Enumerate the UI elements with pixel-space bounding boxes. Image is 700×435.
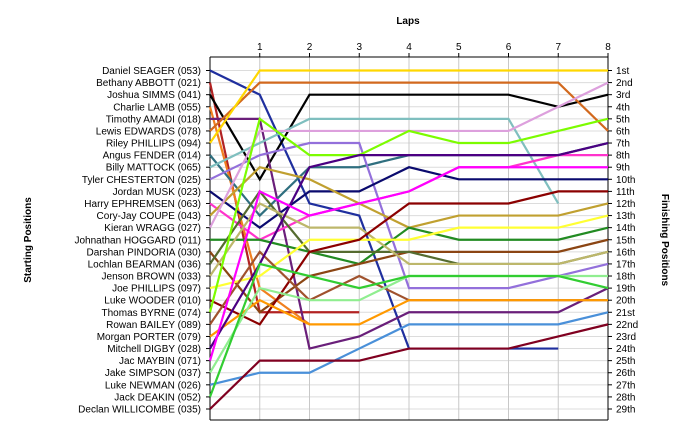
y-axis-title-left: Starting Positions bbox=[23, 197, 34, 283]
driver-label: Jack DEAKIN (052) bbox=[114, 392, 201, 403]
driver-label: Tyler CHESTERTON (025) bbox=[82, 175, 201, 186]
driver-label: Lewis EDWARDS (078) bbox=[96, 126, 201, 137]
finishing-position-label: 11th bbox=[616, 187, 635, 198]
x-axis-title: Laps bbox=[396, 16, 420, 27]
series-line bbox=[210, 226, 609, 266]
finishing-position-label: 13th bbox=[616, 211, 635, 222]
lap-tick-label: 6 bbox=[506, 42, 512, 53]
series-line bbox=[208, 166, 608, 361]
series-line bbox=[209, 298, 608, 338]
finishing-position-label: 20th bbox=[616, 296, 635, 307]
driver-label: Angus FENDER (014) bbox=[103, 151, 201, 162]
finishing-position-label: 28th bbox=[616, 392, 635, 403]
series-line bbox=[209, 141, 609, 290]
series-line bbox=[209, 323, 609, 410]
series-line bbox=[209, 202, 609, 277]
finishing-position-label: 27th bbox=[616, 380, 635, 391]
finishing-position-label: 18th bbox=[616, 272, 635, 283]
series-line bbox=[208, 117, 609, 313]
finishing-position-label: 12th bbox=[616, 199, 635, 210]
finishing-position-label: 4th bbox=[616, 102, 630, 113]
series-line bbox=[209, 311, 609, 386]
driver-label: Cory-Jay COUPE (043) bbox=[97, 211, 201, 222]
finishing-position-label: 23rd bbox=[616, 332, 636, 343]
series-line bbox=[209, 214, 609, 290]
series-lines bbox=[208, 69, 609, 410]
lap-tick-label: 2 bbox=[307, 42, 313, 53]
finishing-position-label: 1st bbox=[616, 66, 630, 77]
finishing-position-label: 8th bbox=[616, 151, 630, 162]
lap-tick-label: 4 bbox=[406, 42, 412, 53]
driver-label: Johnathan HOGGARD (011) bbox=[74, 235, 201, 246]
driver-label: Rowan BAILEY (089) bbox=[106, 320, 201, 331]
lap-tick-label: 1 bbox=[257, 42, 263, 53]
lap-tick-label: 5 bbox=[456, 42, 462, 53]
series-line bbox=[209, 81, 609, 132]
finishing-position-label: 7th bbox=[616, 139, 630, 150]
driver-label: Luke WOODER (010) bbox=[104, 296, 201, 307]
series-line bbox=[209, 69, 608, 144]
finishing-position-label: 5th bbox=[616, 114, 630, 125]
lap-tick-label: 3 bbox=[356, 42, 362, 53]
finishing-position-label: 16th bbox=[616, 247, 635, 258]
finishing-position-label: 6th bbox=[616, 126, 630, 137]
series-line bbox=[209, 117, 560, 205]
series-line bbox=[209, 166, 608, 230]
finishing-position-label: 25th bbox=[616, 356, 635, 367]
driver-label: Mitchell DIGBY (028) bbox=[107, 344, 201, 355]
driver-label: Kieran WRAGG (027) bbox=[104, 223, 201, 234]
finishing-position-label: 24th bbox=[616, 344, 635, 355]
series-line bbox=[209, 141, 609, 350]
driver-label: Thomas BYRNE (074) bbox=[102, 308, 201, 319]
driver-label: Darshan PINDORIA (030) bbox=[87, 247, 202, 258]
driver-label: Morgan PORTER (079) bbox=[97, 332, 201, 343]
driver-label: Joe PHILLIPS (097) bbox=[112, 284, 201, 295]
driver-label: Billy MATTOCK (065) bbox=[106, 163, 201, 174]
driver-label: Timothy AMADI (018) bbox=[106, 114, 201, 125]
driver-label: Harry EPHREMSEN (063) bbox=[84, 199, 201, 210]
finishing-position-label: 15th bbox=[616, 235, 635, 246]
finishing-position-label: 2nd bbox=[616, 78, 633, 89]
driver-label: Luke NEWMAN (026) bbox=[105, 380, 201, 391]
driver-label: Jenson BROWN (033) bbox=[102, 272, 201, 283]
finishing-position-label: 17th bbox=[616, 259, 635, 270]
labels: 1 2 3 4 5 6 7 8 Daniel SEAGER (053)Bethany ABBOT… bbox=[74, 42, 638, 416]
y-axis-title-right: Finishing Positions bbox=[659, 194, 670, 287]
finishing-position-label: 29th bbox=[616, 405, 635, 416]
finishing-position-label: 14th bbox=[616, 223, 635, 234]
driver-label: Bethany ABBOTT (021) bbox=[96, 78, 201, 89]
driver-label: Charlie LAMB (055) bbox=[113, 102, 201, 113]
driver-label: Jordan MUSK (023) bbox=[113, 187, 201, 198]
series-line bbox=[209, 190, 608, 326]
series-line bbox=[210, 117, 609, 350]
finishing-position-label: 3rd bbox=[616, 90, 630, 101]
driver-label: Declan WILLICOMBE (035) bbox=[78, 405, 201, 416]
finishing-position-label: 10th bbox=[616, 175, 635, 186]
series-line bbox=[208, 262, 609, 398]
driver-label: Joshua SIMMS (041) bbox=[107, 90, 201, 101]
finishing-position-label: 22nd bbox=[616, 320, 638, 331]
finishing-position-label: 26th bbox=[616, 368, 635, 379]
driver-label: Riley PHILLIPS (094) bbox=[106, 139, 201, 150]
series-line bbox=[209, 69, 559, 350]
finishing-position-label: 9th bbox=[616, 163, 630, 174]
driver-label: Jac MAYBIN (071) bbox=[119, 356, 201, 367]
driver-label: Daniel SEAGER (053) bbox=[102, 66, 201, 77]
lap-tick-label: 8 bbox=[605, 42, 611, 53]
driver-label: Lochlan BEARMAN (036) bbox=[88, 259, 201, 270]
finishing-position-label: 21st bbox=[616, 308, 635, 319]
finishing-position-label: 19th bbox=[616, 284, 635, 295]
lap-tick-label: 7 bbox=[555, 42, 561, 53]
driver-label: Jake SIMPSON (037) bbox=[105, 368, 201, 379]
